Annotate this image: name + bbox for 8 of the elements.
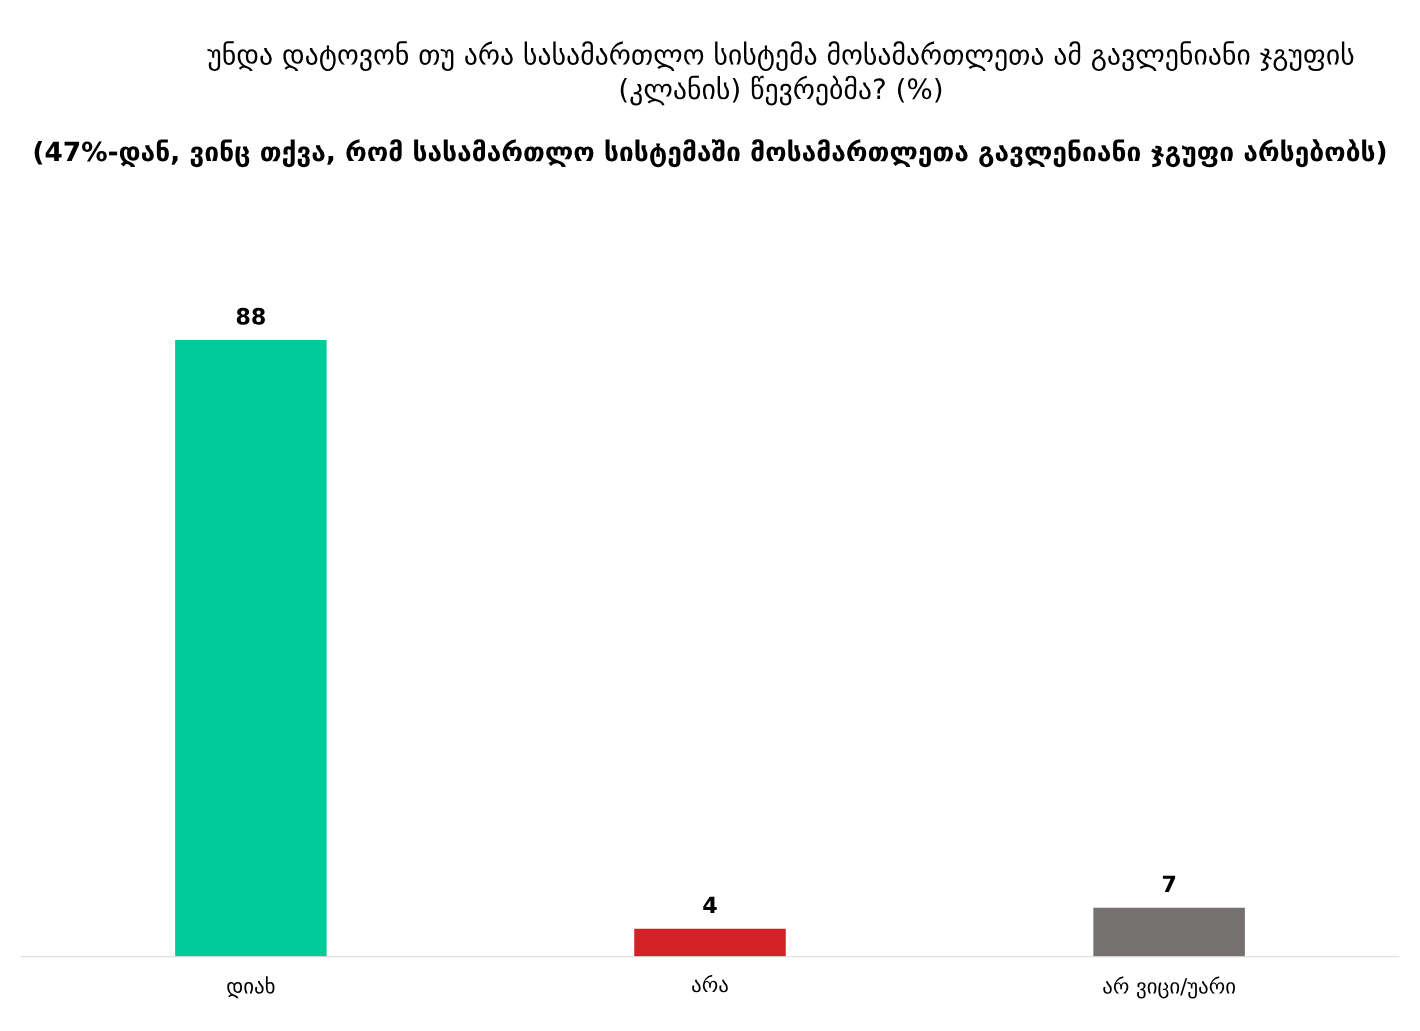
x-tick-label: არ ვიცი/უარი xyxy=(1103,976,1235,999)
chart-title: უნდა დატოვონ თუ არა სასამართლო სისტემა მოსამართლეთა ამ გავლენიანი ჯგუფის (კლანის) წევრებმა? (%) xyxy=(207,41,1354,106)
chart-subtitle: (47%-დან, ვინც თქვა, რომ სასამართლო სისტემაში მოსამართლეთა გავლენიანი ჯგუფი არსებობს) xyxy=(34,139,1386,168)
x-tick-label: არა xyxy=(692,974,728,993)
data-label: 88 xyxy=(236,307,265,325)
data-label: 4 xyxy=(703,896,717,913)
data-label: 7 xyxy=(1162,875,1176,892)
x-tick-label: დიახ xyxy=(227,976,275,999)
